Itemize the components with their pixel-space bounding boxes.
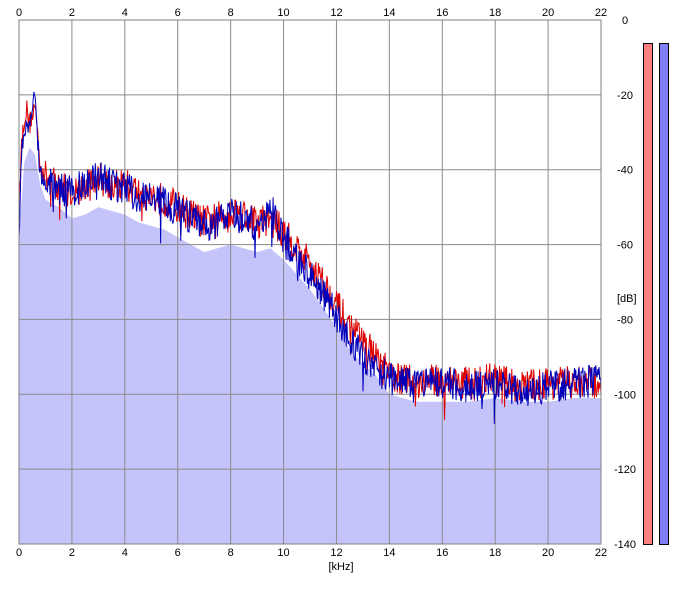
right-channel-series xyxy=(18,91,602,424)
x-tick-label: 0 xyxy=(16,547,22,559)
y-tick-label: 0 xyxy=(622,15,628,27)
y-axis-label: [dB] xyxy=(617,293,637,305)
x-tick-label: 14 xyxy=(383,547,395,559)
x-axis-bottom-ticks: 0 2 4 6 8 10 12 14 16 18 20 22 xyxy=(16,547,607,559)
x-axis-label: [kHz] xyxy=(328,561,353,573)
x-tick-label-top: 10 xyxy=(277,7,289,19)
x-tick-label: 6 xyxy=(175,547,181,559)
y-tick-label: -60 xyxy=(617,240,633,252)
spectrum-fill xyxy=(19,147,601,545)
x-tick-label-top: 14 xyxy=(383,7,395,19)
y-tick-label: -120 xyxy=(614,464,636,476)
plot-frame xyxy=(18,19,602,545)
y-tick-label: -80 xyxy=(617,314,633,326)
x-tick-label-top: 4 xyxy=(122,7,128,19)
x-tick-label: 2 xyxy=(69,547,75,559)
x-tick-label-top: 18 xyxy=(489,7,501,19)
x-tick-label-top: 2 xyxy=(69,7,75,19)
y-tick-label: -20 xyxy=(617,90,633,102)
x-tick-label: 18 xyxy=(489,547,501,559)
x-tick-label-top: 22 xyxy=(595,7,607,19)
series-layer xyxy=(18,91,602,424)
y-tick-label: -140 xyxy=(614,539,636,551)
x-tick-label: 4 xyxy=(122,547,128,559)
x-tick-label-top: 8 xyxy=(228,7,234,19)
left-channel-series xyxy=(18,100,602,420)
right-channel-level-meter xyxy=(659,43,669,545)
y-axis-ticks: 0 -20 -40 -60 -80 -100 -120 -140 xyxy=(614,15,636,551)
x-tick-label-top: 16 xyxy=(436,7,448,19)
x-tick-label-top: 0 xyxy=(16,7,22,19)
x-tick-label-top: 20 xyxy=(542,7,554,19)
x-tick-label: 8 xyxy=(228,547,234,559)
x-axis-top-ticks: 0 2 4 6 8 10 12 14 16 18 20 22 xyxy=(16,7,607,19)
x-tick-label: 10 xyxy=(277,547,289,559)
x-tick-label: 16 xyxy=(436,547,448,559)
y-tick-label: -40 xyxy=(617,165,633,177)
y-tick-label: -100 xyxy=(614,389,636,401)
x-tick-label-top: 12 xyxy=(330,7,342,19)
x-tick-label: 12 xyxy=(330,547,342,559)
fill-layer xyxy=(19,147,601,545)
x-tick-label: 22 xyxy=(595,547,607,559)
left-channel-level-meter xyxy=(643,43,653,545)
x-tick-label: 20 xyxy=(542,547,554,559)
x-tick-label-top: 6 xyxy=(175,7,181,19)
